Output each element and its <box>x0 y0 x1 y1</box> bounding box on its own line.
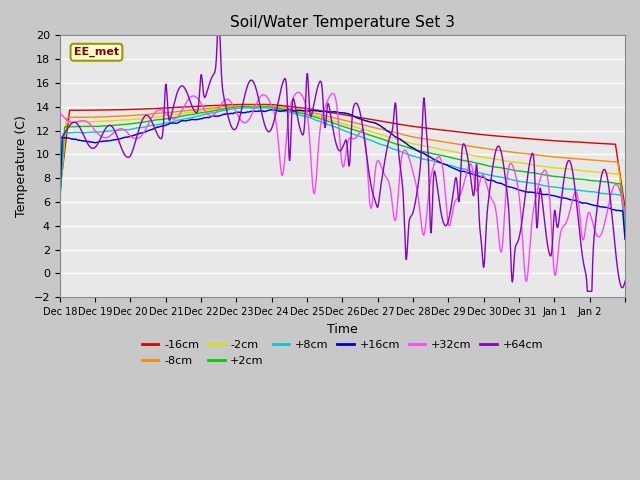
+16cm <box>113 137 120 143</box>
Title: Soil/Water Temperature Set 3: Soil/Water Temperature Set 3 <box>230 15 455 30</box>
+2cm <box>545 172 552 178</box>
-16cm <box>234 102 242 108</box>
Text: EE_met: EE_met <box>74 47 119 58</box>
+32cm <box>294 89 302 95</box>
+16cm <box>285 107 292 112</box>
Line: -8cm: -8cm <box>60 106 625 216</box>
+32cm <box>234 113 242 119</box>
-2cm <box>56 195 63 201</box>
-16cm <box>621 204 629 210</box>
-2cm <box>621 219 629 225</box>
+64cm <box>214 33 221 38</box>
-16cm <box>56 189 63 195</box>
+8cm <box>257 105 264 110</box>
-16cm <box>113 107 120 113</box>
-8cm <box>621 213 629 219</box>
+8cm <box>377 142 385 147</box>
-2cm <box>243 103 251 109</box>
+64cm <box>377 185 385 191</box>
-2cm <box>377 132 385 137</box>
Line: +2cm: +2cm <box>60 107 625 227</box>
+8cm <box>56 201 63 206</box>
+32cm <box>522 278 530 284</box>
Line: -2cm: -2cm <box>60 106 625 222</box>
+16cm <box>234 109 242 115</box>
Line: +8cm: +8cm <box>60 108 625 232</box>
-8cm <box>56 192 63 198</box>
Line: +32cm: +32cm <box>60 92 625 281</box>
+64cm <box>584 288 591 294</box>
+2cm <box>513 168 520 174</box>
-16cm <box>513 135 520 141</box>
+16cm <box>513 186 520 192</box>
+16cm <box>545 192 552 197</box>
-2cm <box>113 118 120 123</box>
+64cm <box>235 120 243 125</box>
+16cm <box>377 123 385 129</box>
-8cm <box>513 150 520 156</box>
+32cm <box>513 178 520 183</box>
+8cm <box>545 184 552 190</box>
+8cm <box>113 128 120 133</box>
+2cm <box>621 224 629 229</box>
+64cm <box>614 264 621 270</box>
+64cm <box>56 136 63 142</box>
-16cm <box>260 102 268 108</box>
+2cm <box>613 180 621 186</box>
-2cm <box>513 159 520 165</box>
+2cm <box>113 122 120 128</box>
-8cm <box>377 126 385 132</box>
+32cm <box>377 162 385 168</box>
+64cm <box>621 278 629 284</box>
-2cm <box>613 171 621 177</box>
+32cm <box>545 186 553 192</box>
+32cm <box>621 211 629 217</box>
Line: +64cm: +64cm <box>60 36 625 291</box>
-8cm <box>258 103 266 108</box>
+2cm <box>56 197 63 203</box>
Legend: -16cm, -8cm, -2cm, +2cm, +8cm, +16cm, +32cm, +64cm: -16cm, -8cm, -2cm, +2cm, +8cm, +16cm, +3… <box>138 336 547 370</box>
-8cm <box>613 159 621 165</box>
+8cm <box>613 192 621 197</box>
-2cm <box>234 103 242 109</box>
Y-axis label: Temperature (C): Temperature (C) <box>15 115 28 217</box>
-16cm <box>545 137 552 143</box>
-16cm <box>613 153 621 158</box>
+64cm <box>113 131 120 137</box>
+8cm <box>621 229 629 235</box>
Line: -16cm: -16cm <box>60 105 625 207</box>
+2cm <box>377 136 385 142</box>
-2cm <box>545 164 552 170</box>
+16cm <box>56 203 63 208</box>
+64cm <box>545 248 552 254</box>
-8cm <box>545 154 552 159</box>
+32cm <box>56 110 63 116</box>
+2cm <box>234 104 242 110</box>
+32cm <box>614 182 621 188</box>
+16cm <box>621 237 629 242</box>
-8cm <box>113 113 120 119</box>
+16cm <box>613 208 621 214</box>
+8cm <box>234 106 242 111</box>
+2cm <box>238 104 246 109</box>
+8cm <box>513 178 520 184</box>
X-axis label: Time: Time <box>327 323 358 336</box>
+32cm <box>113 128 120 133</box>
-16cm <box>377 118 385 124</box>
Line: +16cm: +16cm <box>60 109 625 240</box>
-8cm <box>234 103 242 108</box>
+64cm <box>513 241 520 247</box>
